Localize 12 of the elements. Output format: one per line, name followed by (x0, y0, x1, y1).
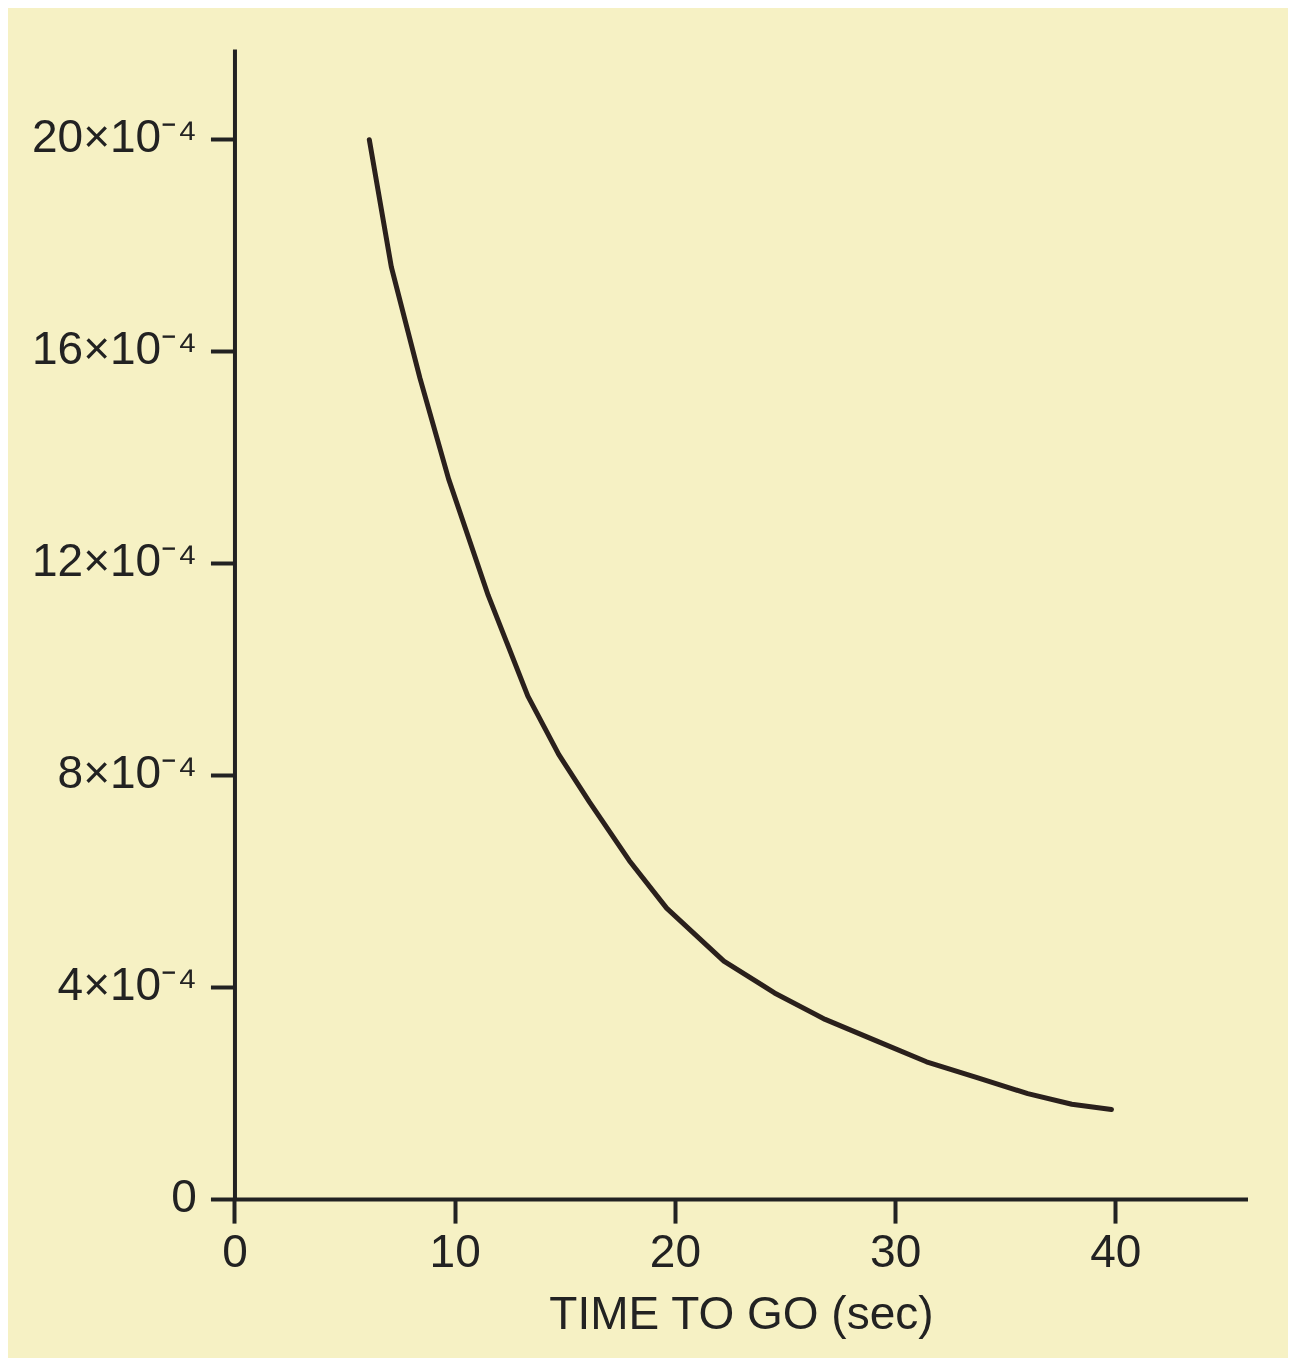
x-tick-label: 10 (429, 1224, 481, 1277)
y-tick-label: 20×10⁻⁴ (31, 110, 197, 163)
y-tick-label: 4×10⁻⁴ (57, 958, 197, 1011)
x-tick-label: 20 (649, 1224, 701, 1277)
y-tick-label: 0 (171, 1170, 197, 1223)
x-tick-label: 30 (870, 1224, 922, 1277)
x-axis-title: TIME TO GO (sec) (549, 1287, 934, 1340)
x-tick-label: 40 (1090, 1224, 1142, 1277)
y-tick-label: 16×10⁻⁴ (31, 322, 197, 375)
y-tick-label: 12×10⁻⁴ (31, 534, 197, 587)
y-tick-label: 8×10⁻⁴ (57, 746, 197, 799)
x-tick-label: 0 (222, 1224, 248, 1277)
